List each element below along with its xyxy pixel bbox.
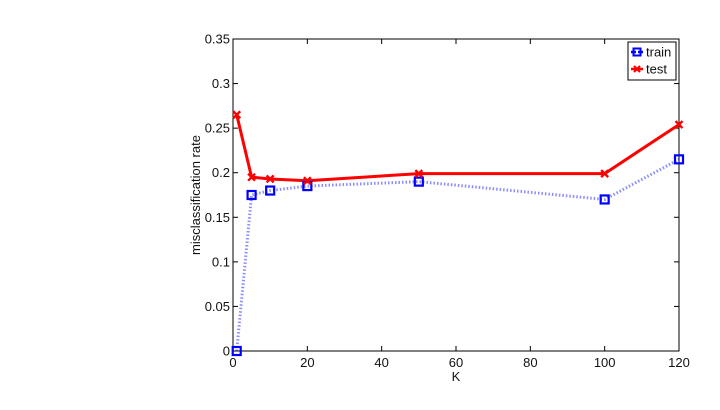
x-tick-label: 80 xyxy=(523,355,537,370)
y-tick-label: 0.3 xyxy=(212,76,230,91)
y-axis-label: misclassification rate xyxy=(188,135,203,255)
y-tick-label: 0.2 xyxy=(212,165,230,180)
x-tick-label: 120 xyxy=(668,355,690,370)
data-point-test xyxy=(414,169,424,178)
data-point-train xyxy=(231,345,242,357)
x-axis-label: K xyxy=(452,369,461,384)
y-tick-label: 0.1 xyxy=(212,254,230,269)
marker-stroke xyxy=(600,169,610,178)
x-tick-label: 100 xyxy=(594,355,616,370)
marker-stroke xyxy=(674,120,684,129)
x-tick-label: 0 xyxy=(229,355,236,370)
legend-marker-test xyxy=(633,65,641,73)
data-point-train xyxy=(673,154,685,165)
y-tick-label: 0.15 xyxy=(205,210,230,225)
legend-marker-train xyxy=(632,47,642,57)
y-tick-label: 0.35 xyxy=(205,32,230,47)
x-tick-label: 40 xyxy=(374,355,388,370)
data-point-test xyxy=(265,174,275,184)
plot-area-frame xyxy=(232,38,680,352)
data-point-train xyxy=(265,185,276,196)
data-point-test xyxy=(247,172,256,182)
data-point-test xyxy=(600,169,610,178)
data-point-train xyxy=(599,194,610,205)
marker-stroke xyxy=(232,110,242,120)
legend-label-test: test xyxy=(646,62,667,77)
marker-stroke xyxy=(414,169,424,178)
data-point-train xyxy=(413,176,424,187)
marker-stroke xyxy=(247,172,256,182)
data-point-test xyxy=(302,176,312,186)
data-point-train xyxy=(246,189,257,201)
y-tick-label: 0 xyxy=(223,344,230,359)
y-tick-label: 0.05 xyxy=(205,299,230,314)
data-point-test xyxy=(232,110,242,120)
data-point-test xyxy=(674,120,684,129)
y-tick-label: 0.25 xyxy=(205,121,230,136)
series-line-train xyxy=(235,158,680,352)
x-tick-label: 20 xyxy=(300,355,314,370)
marker-stroke xyxy=(302,176,312,186)
marker-stroke xyxy=(633,65,641,73)
x-tick-label: 60 xyxy=(449,355,463,370)
legend-label-train: train xyxy=(646,45,671,60)
marker-stroke xyxy=(265,174,275,184)
